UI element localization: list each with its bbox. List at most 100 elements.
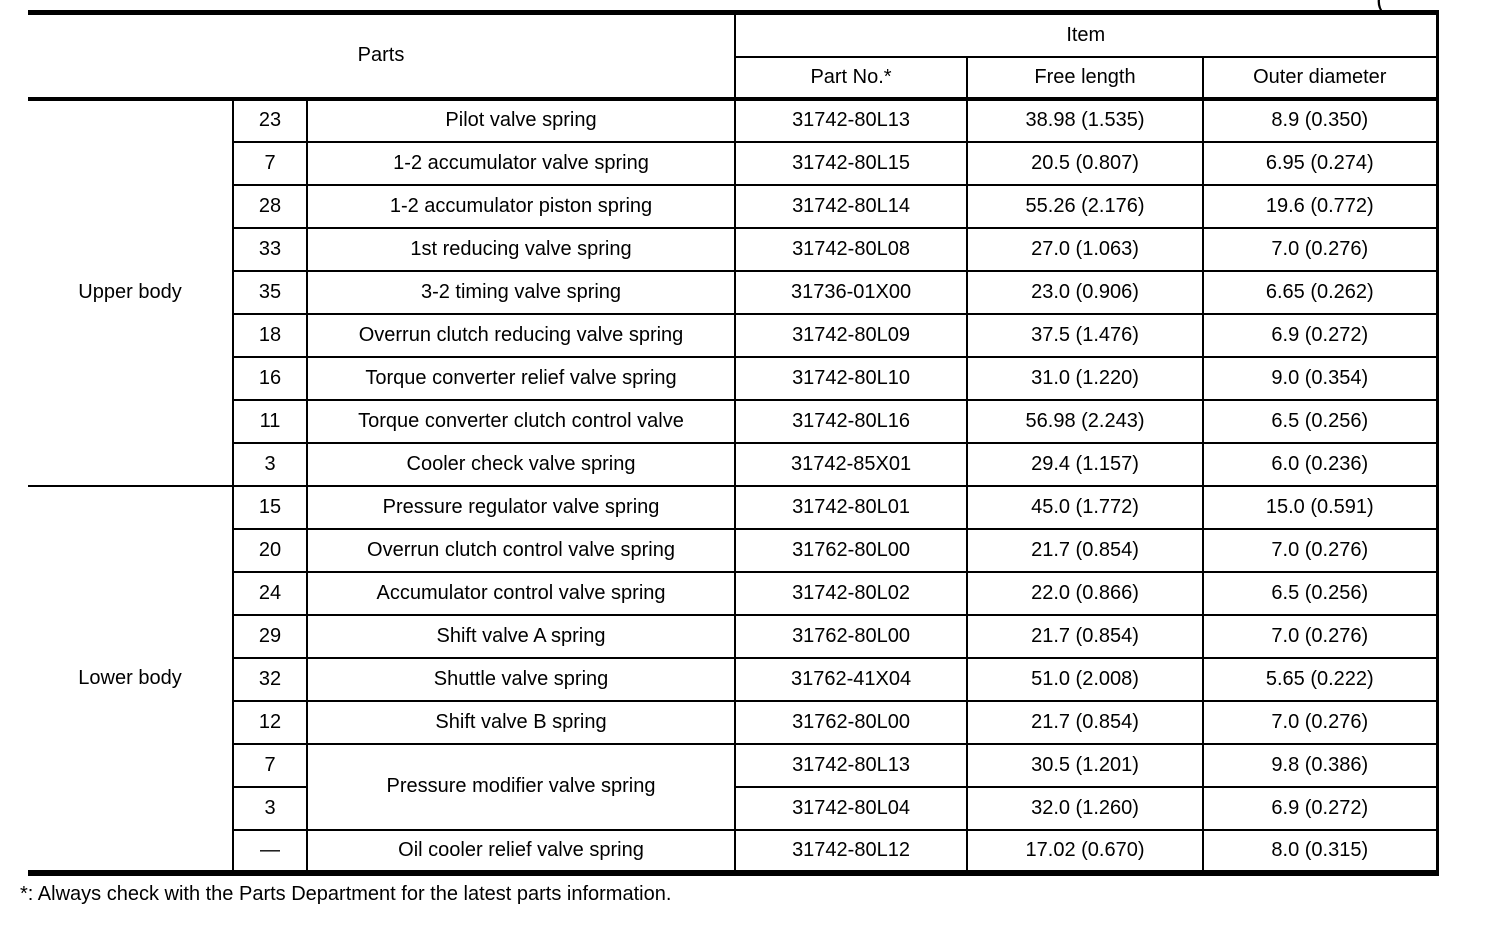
part-index-cell: 7 [232, 742, 308, 788]
outer-diameter-cell: 6.5 (0.256) [1202, 570, 1439, 616]
table-row: 33 1st reducing valve spring 31742-80L08… [28, 226, 1439, 272]
part-no-cell: 31742-80L16 [734, 398, 969, 444]
table-row: Upper body 23 Pilot valve spring 31742-8… [28, 97, 1439, 487]
clipped-corner-note-text: ( ) [1376, 0, 1452, 11]
free-length-cell: 20.5 (0.807) [966, 140, 1205, 186]
part-index-cell: 33 [232, 226, 308, 272]
part-index-cell: 12 [232, 699, 308, 745]
part-index-cell: 3 [232, 441, 308, 487]
part-name-cell: 1st reducing valve spring [305, 226, 737, 272]
free-length-cell: 29.4 (1.157) [966, 441, 1205, 487]
free-length-cell: 31.0 (1.220) [966, 355, 1205, 401]
part-no-cell: 31742-80L08 [734, 226, 969, 272]
outer-diameter-header: Outer diameter [1202, 55, 1439, 101]
table-row: 24 Accumulator control valve spring 3174… [28, 570, 1439, 616]
table-row: 7 Pressure modifier valve spring 31742-8… [28, 742, 1439, 831]
part-name-cell: 1-2 accumulator valve spring [305, 140, 737, 186]
table-row: 29 Shift valve A spring 31762-80L00 21.7… [28, 613, 1439, 659]
outer-diameter-cell: 7.0 (0.276) [1202, 699, 1439, 745]
outer-diameter-cell: 8.0 (0.315) [1202, 828, 1439, 876]
free-length-cell: 45.0 (1.772) [966, 484, 1205, 530]
table-row: 16 Torque converter relief valve spring … [28, 355, 1439, 401]
part-name-cell: Overrun clutch reducing valve spring [305, 312, 737, 358]
part-no-cell: 31742-80L13 [734, 97, 969, 143]
free-length-cell: 17.02 (0.670) [966, 828, 1205, 876]
part-index-cell: 24 [232, 570, 308, 616]
part-no-cell: 31742-80L14 [734, 183, 969, 229]
part-no-cell: 31742-80L12 [734, 828, 969, 876]
free-length-cell: 22.0 (0.866) [966, 570, 1205, 616]
part-name-cell: Pressure regulator valve spring [305, 484, 737, 530]
table-row: 28 1-2 accumulator piston spring 31742-8… [28, 183, 1439, 229]
part-name-cell: Torque converter clutch control valve [305, 398, 737, 444]
table-row: 18 Overrun clutch reducing valve spring … [28, 312, 1439, 358]
part-name-cell: Overrun clutch control valve spring [305, 527, 737, 573]
part-index-cell: 18 [232, 312, 308, 358]
part-name-cell: Shift valve A spring [305, 613, 737, 659]
part-index-cell: 16 [232, 355, 308, 401]
free-length-cell: 32.0 (1.260) [966, 785, 1205, 831]
outer-diameter-cell: 8.9 (0.350) [1202, 97, 1439, 143]
part-index-cell: 11 [232, 398, 308, 444]
part-no-cell: 31742-80L04 [734, 785, 969, 831]
part-index-cell: 32 [232, 656, 308, 702]
free-length-cell: 27.0 (1.063) [966, 226, 1205, 272]
part-no-cell: 31742-80L10 [734, 355, 969, 401]
part-name-cell: Torque converter relief valve spring [305, 355, 737, 401]
item-column-header: Item [734, 10, 1439, 58]
table-row: 20 Overrun clutch control valve spring 3… [28, 527, 1439, 573]
outer-diameter-cell: 6.9 (0.272) [1202, 312, 1439, 358]
part-no-cell: 31762-80L00 [734, 527, 969, 573]
clipped-corner-note: ( ) [1376, 0, 1452, 11]
part-index-cell: 29 [232, 613, 308, 659]
outer-diameter-cell: 9.0 (0.354) [1202, 355, 1439, 401]
part-index-cell: — [232, 828, 308, 876]
part-no-cell: 31762-41X04 [734, 656, 969, 702]
free-length-cell: 51.0 (2.008) [966, 656, 1205, 702]
outer-diameter-cell: 6.65 (0.262) [1202, 269, 1439, 315]
parts-footnote: *: Always check with the Parts Departmen… [20, 883, 672, 905]
free-length-cell: 56.98 (2.243) [966, 398, 1205, 444]
outer-diameter-cell: 9.8 (0.386) [1202, 742, 1439, 788]
outer-diameter-cell: 5.65 (0.222) [1202, 656, 1439, 702]
valve-spring-spec-table: Parts Item Part No.* Free length Outer d… [28, 10, 1439, 876]
outer-diameter-cell: 6.95 (0.274) [1202, 140, 1439, 186]
part-no-cell: 31762-80L00 [734, 699, 969, 745]
part-name-cell: 1-2 accumulator piston spring [305, 183, 737, 229]
free-length-header: Free length [966, 55, 1205, 101]
part-no-cell: 31736-01X00 [734, 269, 969, 315]
part-index-cell: 23 [232, 97, 308, 143]
outer-diameter-cell: 7.0 (0.276) [1202, 226, 1439, 272]
part-no-cell: 31742-85X01 [734, 441, 969, 487]
part-name-cell: 3-2 timing valve spring [305, 269, 737, 315]
part-no-cell: 31742-80L02 [734, 570, 969, 616]
table-row: Lower body 15 Pressure regulator valve s… [28, 484, 1439, 876]
part-index-cell: 3 [232, 785, 308, 831]
free-length-cell: 21.7 (0.854) [966, 527, 1205, 573]
part-no-cell: 31742-80L01 [734, 484, 969, 530]
part-no-cell: 31742-80L15 [734, 140, 969, 186]
table-row: 3 31742-80L04 32.0 (1.260) 6.9 (0.272) [28, 785, 1439, 831]
outer-diameter-cell: 6.9 (0.272) [1202, 785, 1439, 831]
free-length-cell: 21.7 (0.854) [966, 613, 1205, 659]
table-row: 35 3-2 timing valve spring 31736-01X00 2… [28, 269, 1439, 315]
part-index-cell: 35 [232, 269, 308, 315]
part-name-cell: Cooler check valve spring [305, 441, 737, 487]
table-row: 7 1-2 accumulator valve spring 31742-80L… [28, 140, 1439, 186]
outer-diameter-cell: 6.0 (0.236) [1202, 441, 1439, 487]
part-name-cell: Shift valve B spring [305, 699, 737, 745]
free-length-cell: 21.7 (0.854) [966, 699, 1205, 745]
part-no-cell: 31742-80L09 [734, 312, 969, 358]
outer-diameter-cell: 7.0 (0.276) [1202, 527, 1439, 573]
parts-column-header: Parts [28, 10, 737, 101]
part-name-cell: Shuttle valve spring [305, 656, 737, 702]
free-length-cell: 30.5 (1.201) [966, 742, 1205, 788]
part-no-header: Part No.* [734, 55, 969, 101]
part-name-cell: Accumulator control valve spring [305, 570, 737, 616]
table-row: 3 Cooler check valve spring 31742-85X01 … [28, 441, 1439, 487]
table-row: 12 Shift valve B spring 31762-80L00 21.7… [28, 699, 1439, 745]
part-index-cell: 7 [232, 140, 308, 186]
outer-diameter-cell: 19.6 (0.772) [1202, 183, 1439, 229]
part-index-cell: 28 [232, 183, 308, 229]
part-index-cell: 15 [232, 484, 308, 530]
